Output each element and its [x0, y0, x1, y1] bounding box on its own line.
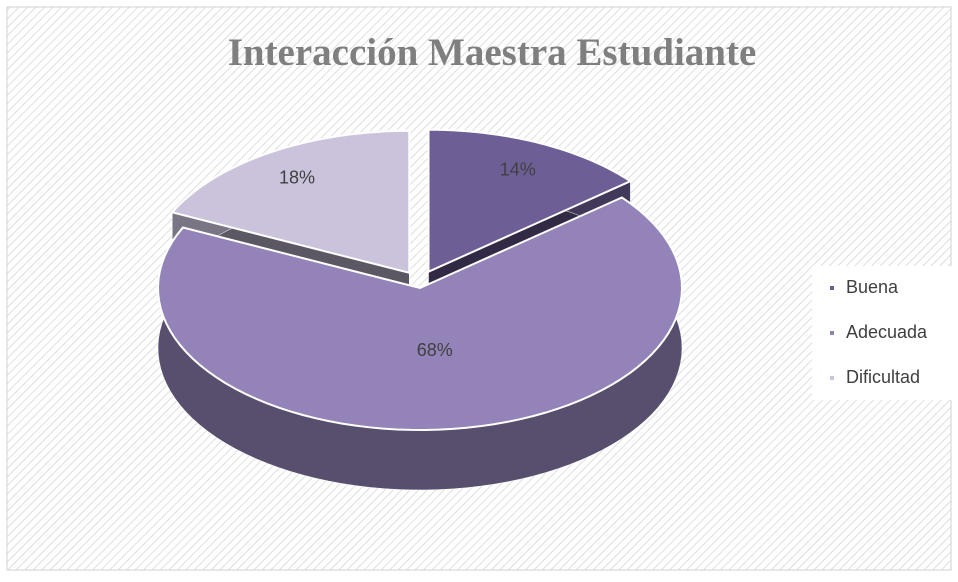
legend-label: Adecuada — [846, 322, 928, 342]
data-label: 14% — [500, 160, 536, 180]
pie-tops — [157, 128, 683, 431]
legend-marker — [830, 376, 834, 380]
legend-label: Dificultad — [846, 367, 920, 387]
legend-marker — [830, 286, 834, 290]
chart-title: Interacción Maestra Estudiante — [228, 31, 757, 74]
legend-marker — [830, 331, 834, 335]
data-label: 18% — [279, 168, 315, 188]
slice — [157, 196, 683, 431]
slice — [170, 129, 411, 275]
labels: 68% 14% 18% Buena Adecuada Dificultad — [279, 160, 928, 387]
legend-box — [812, 266, 958, 400]
data-label: 68% — [417, 340, 453, 360]
slice — [427, 128, 633, 274]
legend-label: Buena — [846, 277, 899, 297]
